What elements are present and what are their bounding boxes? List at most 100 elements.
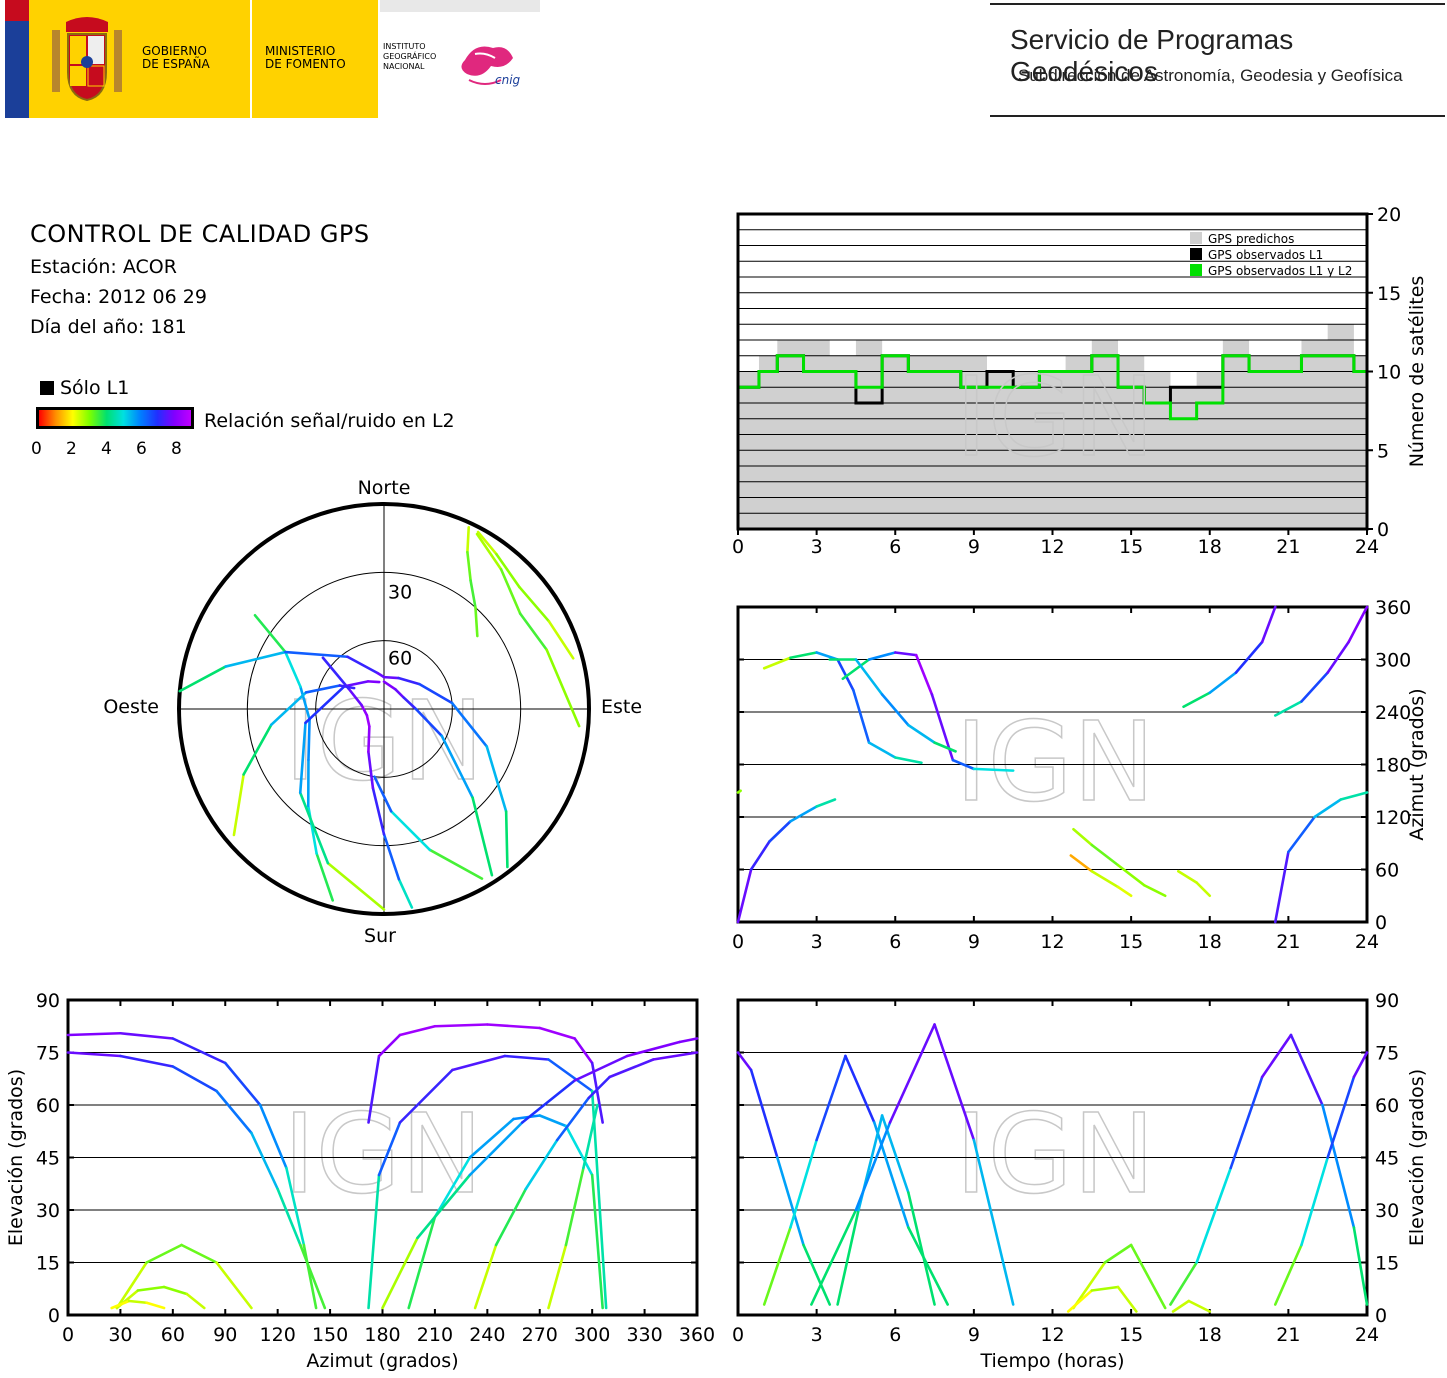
- elaz-track-6: [473, 1051, 699, 1310]
- snr-colorbar: [36, 407, 194, 429]
- az-track-6: [1273, 791, 1369, 924]
- count-xtick-label: 6: [889, 536, 901, 558]
- elaz-track-4-segment: [468, 1117, 515, 1159]
- elaz-track-5-segment: [416, 1173, 472, 1240]
- az-track-5-segment: [1326, 640, 1350, 674]
- elt-xtick-label: 18: [1198, 1324, 1222, 1346]
- sky-track-1-segment: [476, 530, 498, 556]
- coat-of-arms-icon: [52, 17, 122, 102]
- elt-track-4-segment: [1072, 1261, 1107, 1310]
- az-track-3-segment: [854, 658, 884, 696]
- elaz-xtick-label: 300: [574, 1324, 610, 1346]
- sky-track-5-segment: [253, 613, 287, 654]
- spain-flag-stripe: [5, 0, 29, 118]
- sky-track-9: [232, 684, 356, 837]
- observed-l1-l2-line: [738, 354, 1369, 421]
- elaz-track-5-segment: [468, 1121, 524, 1177]
- elaz-xtick-label: 210: [417, 1324, 453, 1346]
- az-xtick-label: 0: [732, 931, 744, 953]
- count-legend: GPS predichos GPS observados L1 GPS observ…: [1190, 232, 1352, 278]
- elt-frame: [736, 998, 1369, 1317]
- sky-track-3-segment: [389, 809, 432, 852]
- az-track-4-segment: [1182, 691, 1212, 709]
- elaz-frame: [66, 998, 699, 1317]
- ign-watermark: IGN: [955, 1090, 1155, 1218]
- elaz-track-10: [110, 1299, 166, 1310]
- elaz-track-1-segment: [250, 1131, 279, 1191]
- elt-track-7-segment: [1229, 1075, 1264, 1170]
- elaz-track-3-segment: [367, 1173, 381, 1310]
- sky-track-9-segment: [269, 691, 308, 727]
- sky-track-2-segment: [475, 532, 503, 571]
- elt-track-1-segment: [762, 1226, 792, 1306]
- cnig-logo-icon: cnig: [461, 46, 521, 87]
- elaz-track-2-segment: [538, 1026, 576, 1040]
- az-xtick-label: 3: [811, 931, 823, 953]
- sky-track-7-segment: [418, 682, 454, 705]
- elaz-track-6-segment: [473, 1243, 498, 1310]
- az-ytick-label: 360: [1375, 597, 1411, 619]
- elaz-track-8-segment: [115, 1261, 148, 1310]
- elt-track-8-segment: [1352, 1051, 1369, 1079]
- elaz-track-8-segment: [215, 1261, 253, 1310]
- ign-watermark: IGN: [283, 1090, 483, 1218]
- az-track-8-segment: [1116, 885, 1133, 898]
- header-rule-top: [990, 3, 1445, 5]
- az-xtick-label: 9: [968, 931, 980, 953]
- elaz-track-0-segment: [119, 1031, 175, 1040]
- station-name: Estación: ACOR: [30, 256, 177, 278]
- elt-track-8-segment: [1300, 1156, 1329, 1247]
- az-xtick-label: 21: [1276, 931, 1300, 953]
- elaz-track-10-segment: [127, 1299, 148, 1305]
- elaz-track-6-segment: [652, 1051, 699, 1061]
- sky-label-west: Oeste: [103, 696, 159, 718]
- elt-track-3: [810, 1023, 1015, 1306]
- elt-track-6-segment: [1171, 1299, 1191, 1313]
- az-ytick-label: 300: [1375, 650, 1411, 672]
- count-xtick-label: 21: [1276, 536, 1300, 558]
- sky-track-7-segment: [382, 675, 400, 680]
- az-track-4-segment: [1260, 605, 1277, 644]
- elt-xtick-label: 21: [1276, 1324, 1300, 1346]
- service-subtitle: Subdirección de Astronomía, Geodesia y G…: [1018, 66, 1403, 85]
- az-track-6-segment: [1313, 798, 1343, 819]
- elaz-track-0-segment: [171, 1037, 227, 1065]
- government-label: GOBIERNO DE ESPAÑA: [142, 45, 210, 71]
- sky-track-5-segment: [284, 650, 302, 688]
- elaz-track-6-segment: [494, 1187, 528, 1247]
- az-xtick-label: 18: [1198, 931, 1222, 953]
- elt-xtick-label: 9: [968, 1324, 980, 1346]
- sky-track-1-segment: [547, 620, 575, 660]
- elt-ytick-label: 75: [1375, 1043, 1399, 1065]
- elaz-track-2-segment: [377, 1033, 402, 1058]
- elaz-track-6-segment: [555, 1096, 590, 1142]
- ign-banner: [380, 0, 540, 12]
- sky-track-4-segment: [321, 656, 350, 690]
- count-ytick-label: 20: [1377, 204, 1401, 226]
- ign-watermark: IGN: [955, 698, 1155, 826]
- sky-track-4: [321, 656, 414, 909]
- elaz-track-2-segment: [367, 1054, 381, 1124]
- elaz-track-3-segment: [503, 1054, 550, 1061]
- snr-tick-6: 6: [136, 439, 147, 459]
- elt-track-5-segment: [1116, 1285, 1138, 1313]
- az-ytick-label: 120: [1375, 807, 1411, 829]
- elaz-track-2-segment: [398, 1024, 437, 1037]
- az-track-1-segment: [852, 688, 871, 744]
- elt-track-3-segment: [972, 1138, 1015, 1306]
- elt-track-3-segment: [888, 1023, 936, 1124]
- elaz-track-3: [367, 1054, 608, 1310]
- count-ytick-label: 5: [1377, 440, 1389, 462]
- az-track-5-segment: [1347, 605, 1369, 644]
- count-ylabel: Número de satélites: [1406, 276, 1428, 468]
- elaz-track-2-segment: [486, 1023, 542, 1030]
- az-track-5: [1273, 605, 1369, 717]
- sky-ring-label-60: 60: [388, 648, 412, 670]
- az-track-1-segment: [893, 756, 923, 765]
- elaz-track-5-segment: [573, 1054, 629, 1082]
- az-track-0-segment: [815, 798, 837, 808]
- az-track-7-segment: [1072, 827, 1094, 847]
- elaz-xtick-label: 270: [522, 1324, 558, 1346]
- az-track-2-segment: [841, 658, 871, 681]
- elaz-xtick-label: 150: [312, 1324, 348, 1346]
